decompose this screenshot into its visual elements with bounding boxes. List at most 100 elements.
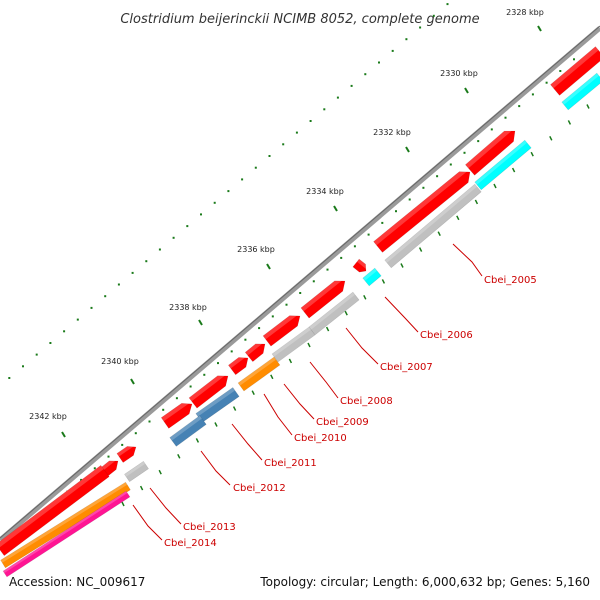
inner-tick (121, 501, 125, 507)
gene-label: Cbei_2005 (484, 275, 537, 286)
inner-tick (177, 453, 181, 459)
major-tick (405, 146, 410, 153)
tick-dot (189, 385, 192, 388)
cds-steelblue (169, 415, 207, 447)
label-leaders (132, 243, 483, 541)
inner-tick (493, 183, 497, 189)
tick-dot (134, 432, 137, 435)
inner-tick (325, 326, 330, 332)
tick-dot (350, 84, 353, 87)
gene-label: Cbei_2014 (164, 538, 217, 549)
tick-dot (449, 163, 452, 166)
inner-tick (288, 358, 293, 364)
genome-summary: Topology: circular; Length: 6,000,632 bp… (259, 575, 590, 589)
tick-dot (419, 26, 422, 29)
tick-dot (268, 155, 271, 157)
inner-tick (195, 438, 200, 443)
inner-tick (214, 422, 218, 427)
accession-text: Accession: NC_009617 (9, 575, 145, 589)
gene-label: Cbei_2010 (294, 433, 347, 444)
label-leader (345, 327, 379, 365)
gene-label: Cbei_2007 (380, 362, 433, 373)
cds-cyan (474, 139, 532, 191)
tick-dot (446, 3, 449, 6)
tick-dot (203, 373, 206, 376)
tick-dot (463, 151, 466, 154)
tick-dot (282, 143, 285, 146)
tick-dot (312, 280, 315, 283)
inner-tick (549, 135, 553, 141)
tick-dot (309, 120, 312, 122)
tick-dot (158, 248, 161, 251)
inner-tick (344, 310, 348, 316)
cds-gray (271, 326, 316, 363)
tick-dot (131, 271, 134, 274)
tick-dot (104, 295, 107, 298)
cds-forward (0, 465, 110, 556)
major-tick (198, 319, 203, 326)
tick-dot (172, 236, 175, 239)
inner-tick (270, 374, 274, 380)
kbp-label: 2328 kbp (506, 8, 544, 17)
tick-dot (353, 245, 356, 248)
tick-dot (391, 49, 394, 52)
tick-dot (200, 213, 202, 216)
cds-orange (237, 356, 281, 392)
tick-dot (531, 93, 534, 96)
cds-gray (384, 183, 482, 269)
tick-dot (518, 105, 521, 108)
inner-tick (307, 342, 311, 348)
inner-tick (530, 151, 534, 157)
cds-forward (262, 310, 301, 347)
major-tick (61, 431, 66, 438)
kbp-label: 2336 kbp (237, 245, 275, 254)
inner-tick (400, 263, 404, 268)
tick-dot (340, 256, 343, 259)
tick-dot (93, 467, 96, 470)
kbp-label: 2330 kbp (440, 69, 478, 78)
major-tick (130, 378, 135, 385)
map-title: Clostridium beijerinckii NCIMB 8052, com… (120, 12, 479, 27)
tick-dot (490, 128, 493, 131)
tick-dot (175, 397, 178, 400)
tick-dot (145, 260, 148, 263)
tick-dot (405, 38, 408, 41)
tick-dot (213, 201, 216, 204)
kbp-label: 2334 kbp (306, 187, 344, 196)
gene-labels: Cbei_2005 Cbei_2006 Cbei_2007 Cbei_2008 Cbei… (164, 275, 537, 549)
tick-dot (186, 225, 189, 228)
cds-forward (188, 370, 229, 409)
tick-dot (227, 190, 230, 193)
inner-tick (363, 294, 367, 300)
kbp-label: 2338 kbp (169, 303, 207, 312)
label-leader (200, 450, 231, 486)
tick-dot (367, 233, 370, 236)
inner-tick (511, 167, 516, 173)
gene-label: Cbei_2009 (316, 417, 369, 428)
gene-label: Cbei_2012 (233, 483, 286, 494)
label-leader (384, 296, 419, 333)
cds-forward (244, 339, 266, 363)
inner-tick (586, 104, 590, 109)
inner-tick (251, 390, 255, 396)
tick-dot (381, 221, 384, 224)
kbp-labels: 2328 kbp 2330 kbp 2332 kbp 2334 kbp 2336 kbp… (29, 8, 544, 421)
tick-dot (76, 318, 79, 321)
tick-dot (477, 140, 480, 143)
label-leader (231, 423, 263, 461)
label-leader (452, 243, 483, 277)
backbone (0, 25, 600, 542)
tick-dot (326, 268, 329, 271)
tick-dot (230, 350, 233, 353)
kbp-label: 2342 kbp (29, 412, 67, 421)
tick-dot (271, 315, 274, 318)
gene-label: Cbei_2013 (183, 522, 236, 533)
tick-dot (545, 81, 548, 84)
cds-forward (116, 442, 137, 463)
tick-marks (8, 3, 590, 516)
inner-tick (232, 406, 237, 411)
label-leader (149, 487, 182, 525)
major-tick (333, 205, 338, 212)
cds-cyan (362, 267, 382, 287)
